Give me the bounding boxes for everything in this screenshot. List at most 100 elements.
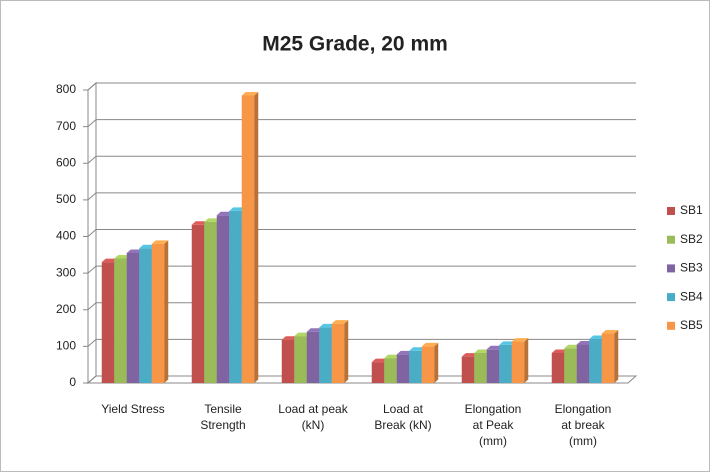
- legend-swatch: [667, 264, 675, 273]
- bar-side: [344, 320, 349, 383]
- bar-top: [589, 335, 606, 340]
- bar-front: [499, 344, 512, 383]
- bar-top: [139, 244, 156, 249]
- x-tick-label: Elongation at break (mm): [554, 402, 612, 448]
- grid-line: [87, 192, 636, 201]
- bar-front: [576, 344, 590, 383]
- bar-front: [409, 350, 422, 383]
- y-tick-label: 700: [56, 119, 76, 133]
- bar-top: [331, 320, 349, 324]
- bar-front: [241, 95, 255, 384]
- bar-top: [229, 207, 246, 211]
- bar-front: [384, 358, 397, 383]
- bar-front: [371, 362, 385, 383]
- bar: [151, 240, 169, 383]
- grid-line: [87, 302, 636, 311]
- bar-front: [319, 327, 332, 383]
- bar-side: [434, 342, 439, 383]
- y-tick-label: 100: [56, 339, 76, 353]
- bar-top: [499, 341, 516, 345]
- bar-top: [461, 353, 479, 357]
- bar-front: [486, 349, 500, 383]
- bar-top: [396, 350, 414, 355]
- bar-front: [564, 348, 577, 383]
- bar-front: [331, 323, 345, 383]
- bar-front: [229, 210, 242, 383]
- y-tick-label: 500: [56, 192, 76, 206]
- bar-front: [101, 262, 115, 383]
- bar: [601, 330, 619, 383]
- bar-side: [524, 338, 529, 383]
- legend-label: SB2: [680, 232, 703, 246]
- bar-top: [294, 332, 311, 337]
- bar-side: [164, 240, 169, 383]
- y-tick-label: 600: [56, 155, 76, 169]
- bar-top: [384, 354, 401, 359]
- bar-top: [551, 349, 569, 353]
- bar-front: [551, 352, 565, 383]
- bar-front: [421, 346, 435, 383]
- bar-top: [114, 254, 131, 259]
- bar-top: [486, 345, 504, 350]
- y-tick-label: 200: [56, 302, 76, 316]
- bar-front: [139, 248, 152, 383]
- legend-label: SB1: [680, 203, 703, 217]
- legend-swatch: [667, 235, 675, 244]
- x-tick-label: Load at peak (kN): [278, 402, 348, 432]
- grid-line: [87, 155, 636, 164]
- bar-front: [461, 356, 475, 383]
- bar-front: [281, 339, 295, 383]
- bar-front: [204, 221, 217, 383]
- x-tick-label: Elongation at Peak (mm): [464, 402, 522, 448]
- bar-top: [151, 240, 169, 244]
- bar-front: [396, 354, 410, 383]
- grid-line: [87, 338, 636, 347]
- bar-front: [474, 352, 487, 383]
- legend-swatch: [667, 293, 675, 302]
- bar-top: [241, 91, 259, 96]
- grid-line: [87, 375, 636, 384]
- y-tick-label: 800: [56, 82, 76, 96]
- bar-side: [254, 91, 259, 384]
- grid-line: [87, 229, 636, 237]
- bar-top: [474, 349, 491, 353]
- bar: [331, 320, 349, 383]
- bar-front: [589, 339, 602, 383]
- bar-front: [151, 243, 165, 383]
- bar-top: [281, 336, 299, 340]
- bar: [241, 91, 259, 384]
- y-tick-label: 300: [56, 265, 76, 279]
- x-tick-label: Yield Stress: [101, 402, 165, 416]
- bar-top: [564, 344, 581, 349]
- legend-swatch: [667, 321, 675, 330]
- bar-top: [191, 221, 209, 225]
- bar-front: [191, 224, 205, 383]
- x-tick-label: Tensile Strength: [200, 402, 246, 432]
- legend-label: SB5: [680, 318, 703, 332]
- chart-title: M25 Grade, 20 mm: [262, 33, 448, 56]
- bar-top: [306, 328, 324, 332]
- bar-top: [601, 330, 619, 334]
- bar-front: [511, 341, 525, 383]
- x-tick-label: Load at Break (kN): [374, 402, 432, 432]
- legend-swatch: [667, 207, 675, 215]
- bar-top: [576, 341, 594, 345]
- grid-line: [87, 119, 636, 128]
- legend-label: SB4: [680, 289, 703, 303]
- bar-top: [409, 347, 426, 351]
- bar-top: [204, 218, 221, 222]
- bar-front: [601, 333, 615, 383]
- bar-top: [371, 358, 389, 363]
- bar-front: [126, 252, 140, 383]
- y-tick-label: 400: [56, 229, 76, 243]
- bar-top: [101, 258, 119, 263]
- legend-label: SB3: [680, 261, 703, 275]
- bar-top: [421, 342, 439, 347]
- bar-front: [306, 331, 320, 383]
- bar-front: [294, 336, 307, 383]
- bar-front: [114, 258, 127, 383]
- bar-top: [126, 249, 144, 253]
